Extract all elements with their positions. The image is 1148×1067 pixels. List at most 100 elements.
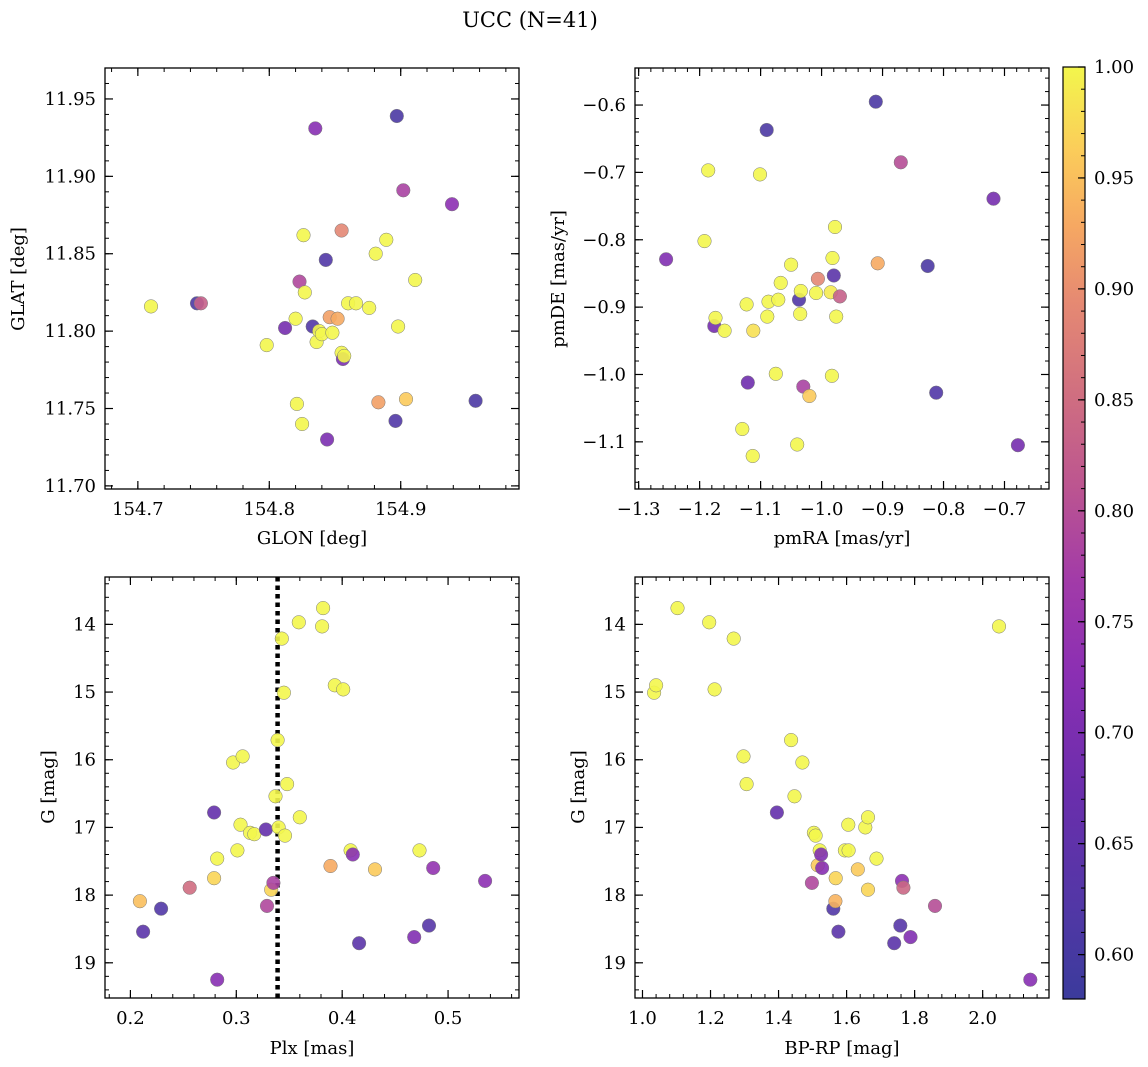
data-point bbox=[697, 234, 712, 249]
data-point bbox=[368, 246, 383, 261]
data-point bbox=[870, 256, 885, 271]
data-point bbox=[325, 325, 340, 340]
data-point bbox=[132, 894, 147, 909]
data-point bbox=[927, 898, 943, 913]
y-tick-label: 11.95 bbox=[44, 89, 96, 110]
data-point bbox=[986, 191, 1001, 206]
data-point bbox=[230, 843, 245, 858]
data-point bbox=[804, 875, 819, 890]
data-point bbox=[412, 843, 427, 858]
pm-ticks: −1.3 −1.2 −1.1 −1.0 −0.9 −0.8 −0.7 −1.1 −1.0 −0.9… bbox=[582, 68, 1049, 520]
data-point bbox=[825, 250, 840, 266]
panel-plx: 0.2 0.3 0.4 0.5 14 15 16 17 18 19 Plx [mas] G [ma… bbox=[38, 576, 520, 1059]
data-point bbox=[717, 323, 732, 338]
data-point bbox=[773, 275, 788, 290]
panel-cmd: 1.0 1.2 1.4 1.6 1.8 2.0 14 15 16 17 18 19 BP-RP [ma… bbox=[568, 576, 1050, 1059]
data-point bbox=[784, 733, 799, 748]
data-point bbox=[396, 183, 411, 198]
x-tick-label: 1.4 bbox=[764, 1008, 793, 1029]
data-point bbox=[292, 810, 307, 825]
data-point bbox=[288, 311, 303, 326]
colorbar-tick-label: 0.90 bbox=[1094, 279, 1134, 300]
data-point bbox=[735, 421, 750, 437]
data-point bbox=[316, 601, 331, 616]
y-tick-label: 17 bbox=[73, 817, 96, 838]
data-point bbox=[280, 777, 295, 792]
y-tick-label: 18 bbox=[73, 885, 96, 906]
data-point bbox=[760, 309, 775, 324]
pm-ylabel: pmDE [mas/yr] bbox=[548, 210, 569, 348]
y-tick-label: 14 bbox=[73, 614, 96, 635]
colorbar-tick-label: 0.65 bbox=[1094, 834, 1134, 855]
data-point bbox=[850, 862, 865, 877]
y-tick-label: 14 bbox=[603, 614, 626, 635]
y-tick-label: 15 bbox=[73, 682, 96, 703]
data-point bbox=[701, 163, 716, 178]
data-point bbox=[315, 619, 330, 634]
y-tick-label: 16 bbox=[73, 750, 96, 771]
data-point bbox=[210, 851, 225, 866]
data-point bbox=[929, 385, 944, 400]
data-point bbox=[296, 228, 311, 243]
data-point bbox=[291, 615, 306, 630]
data-point bbox=[320, 432, 335, 447]
data-point bbox=[869, 851, 884, 866]
data-point bbox=[379, 232, 394, 247]
x-tick-label: 0.2 bbox=[116, 1008, 145, 1029]
data-point bbox=[790, 437, 805, 452]
data-point bbox=[210, 972, 225, 987]
data-point bbox=[182, 880, 197, 895]
data-point bbox=[903, 930, 918, 945]
data-point bbox=[278, 320, 293, 336]
figure-title: UCC (N=41) bbox=[462, 8, 598, 32]
data-point bbox=[726, 631, 741, 646]
x-tick-label: 0.5 bbox=[434, 1008, 463, 1029]
data-point bbox=[136, 924, 151, 939]
colorbar-tick-label: 0.70 bbox=[1094, 723, 1134, 744]
x-tick-label: −0.7 bbox=[983, 499, 1027, 520]
y-tick-label: 16 bbox=[603, 750, 626, 771]
data-point bbox=[793, 283, 808, 299]
x-tick-label: −1.3 bbox=[617, 499, 661, 520]
data-point bbox=[893, 918, 908, 933]
data-point bbox=[352, 936, 367, 951]
data-point bbox=[444, 197, 460, 212]
data-point bbox=[769, 805, 784, 820]
y-tick-label: 11.85 bbox=[44, 244, 96, 265]
data-point bbox=[323, 858, 338, 874]
data-point bbox=[771, 292, 786, 307]
colorbar-tick-label: 1.00 bbox=[1094, 57, 1134, 78]
data-point bbox=[478, 873, 493, 888]
data-point bbox=[259, 338, 274, 353]
data-point bbox=[334, 223, 349, 238]
y-tick-label: −0.8 bbox=[582, 230, 626, 251]
data-point bbox=[860, 882, 876, 897]
data-point bbox=[268, 789, 283, 804]
y-tick-label: 11.75 bbox=[44, 399, 96, 420]
data-point bbox=[407, 930, 422, 945]
data-point bbox=[736, 749, 751, 764]
data-point bbox=[233, 817, 248, 832]
data-point bbox=[828, 871, 843, 886]
data-point bbox=[810, 271, 825, 286]
x-tick-label: 1.8 bbox=[900, 1008, 929, 1029]
data-point bbox=[808, 828, 823, 843]
data-point bbox=[389, 108, 404, 124]
data-point bbox=[207, 871, 222, 886]
colorbar: 0.60 0.65 0.70 0.75 0.80 0.85 0.90 0.95 1.00 bbox=[1062, 57, 1134, 1000]
x-tick-label: 154.8 bbox=[244, 499, 296, 520]
data-point bbox=[289, 396, 304, 411]
colorbar-tick-label: 0.85 bbox=[1094, 390, 1134, 411]
data-point bbox=[920, 258, 935, 274]
x-tick-label: 1.6 bbox=[832, 1008, 861, 1029]
x-tick-label: 154.9 bbox=[375, 499, 427, 520]
cmd-ticks: 1.0 1.2 1.4 1.6 1.8 2.0 14 15 16 17 18 19 bbox=[603, 577, 1049, 1029]
data-point bbox=[348, 296, 364, 311]
x-tick-label: −0.8 bbox=[922, 499, 966, 520]
x-tick-label: 1.2 bbox=[696, 1008, 725, 1029]
data-point bbox=[235, 749, 250, 764]
panel-sky: 154.7 154.8 154.9 11.70 11.75 11.80 11.85 11.90… bbox=[8, 67, 520, 549]
data-point bbox=[266, 875, 281, 890]
colorbar-gradient bbox=[1063, 67, 1085, 999]
